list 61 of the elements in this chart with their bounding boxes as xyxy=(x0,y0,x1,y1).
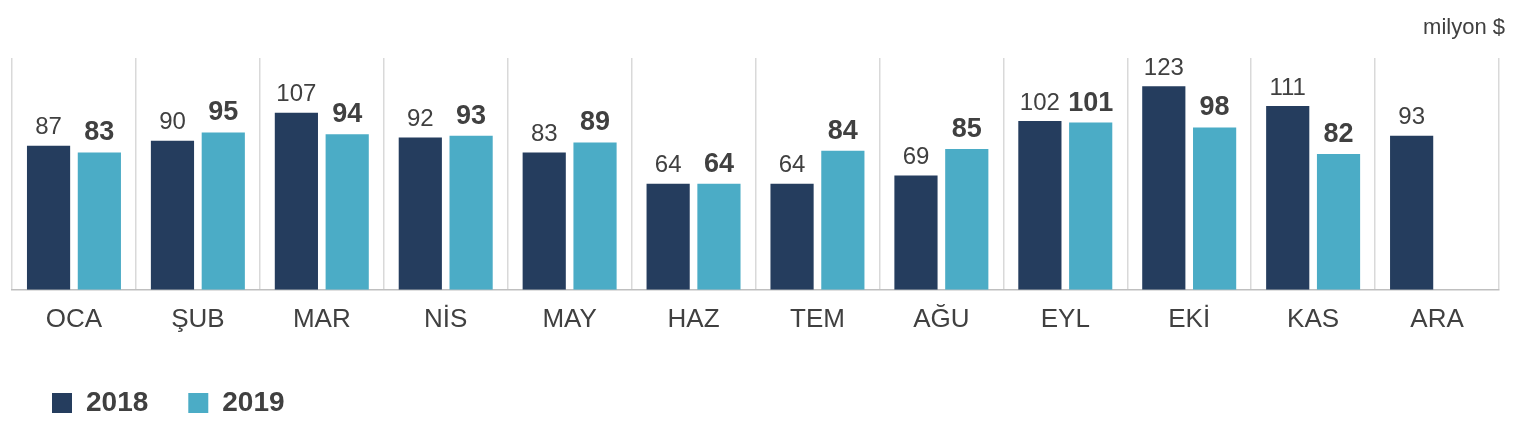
x-tick-label: ŞUB xyxy=(171,302,225,333)
data-label: 82 xyxy=(1323,117,1354,148)
data-label: 94 xyxy=(332,98,363,129)
data-label: 101 xyxy=(1068,86,1114,117)
data-label: 84 xyxy=(827,114,858,145)
data-label: 83 xyxy=(530,119,558,146)
bar xyxy=(945,149,989,290)
bar xyxy=(77,152,121,290)
data-label: 89 xyxy=(580,106,611,137)
bar xyxy=(770,183,814,290)
x-tick-label: MAY xyxy=(542,302,597,333)
data-label: 107 xyxy=(276,79,317,107)
data-label: 87 xyxy=(35,112,62,140)
data-label: 93 xyxy=(1398,102,1425,130)
bar xyxy=(398,137,442,290)
bar xyxy=(449,135,493,290)
data-label: 83 xyxy=(84,116,115,147)
data-label: 92 xyxy=(406,104,434,132)
data-label: 102 xyxy=(1019,87,1060,115)
x-tick-label: NİS xyxy=(424,302,468,333)
bar xyxy=(274,112,318,290)
bar xyxy=(325,134,369,290)
bar xyxy=(821,150,865,290)
bar xyxy=(1266,106,1310,290)
bar xyxy=(26,145,71,290)
legend-label: 2018 xyxy=(86,385,149,417)
x-tick-label: ARA xyxy=(1410,302,1465,333)
bar xyxy=(1316,154,1361,290)
bar xyxy=(573,142,617,290)
data-label: 85 xyxy=(951,113,982,144)
data-label: 64 xyxy=(703,147,734,178)
legend-label: 2019 xyxy=(222,385,285,417)
x-tick-label: EKİ xyxy=(1168,302,1211,333)
bar xyxy=(894,175,938,290)
data-label: 64 xyxy=(778,150,806,178)
x-tick-label: TEM xyxy=(790,302,845,333)
data-label: 93 xyxy=(456,99,487,130)
data-label: 95 xyxy=(208,96,239,127)
x-tick-label: EYL xyxy=(1040,302,1090,333)
bar xyxy=(522,152,566,290)
data-label: 98 xyxy=(1199,91,1230,122)
bar xyxy=(1142,86,1186,290)
x-tick-label: MAR xyxy=(292,302,351,333)
bar xyxy=(1193,127,1237,290)
x-tick-label: AĞU xyxy=(913,302,970,333)
data-label: 123 xyxy=(1143,52,1184,80)
data-label: 90 xyxy=(159,107,186,135)
bar xyxy=(201,132,245,290)
bar xyxy=(150,140,195,290)
bar xyxy=(646,183,690,290)
x-tick-label: KAS xyxy=(1287,302,1340,333)
data-label: 64 xyxy=(654,150,682,178)
bar xyxy=(697,183,741,290)
x-tick-label: OCA xyxy=(45,302,103,333)
data-label: 69 xyxy=(902,142,930,170)
bar xyxy=(1069,122,1113,290)
data-label: 111 xyxy=(1269,72,1306,100)
text: milyon $ xyxy=(1423,14,1505,40)
bar xyxy=(1018,120,1062,290)
bar xyxy=(1390,135,1434,290)
x-tick-label: HAZ xyxy=(667,302,720,333)
